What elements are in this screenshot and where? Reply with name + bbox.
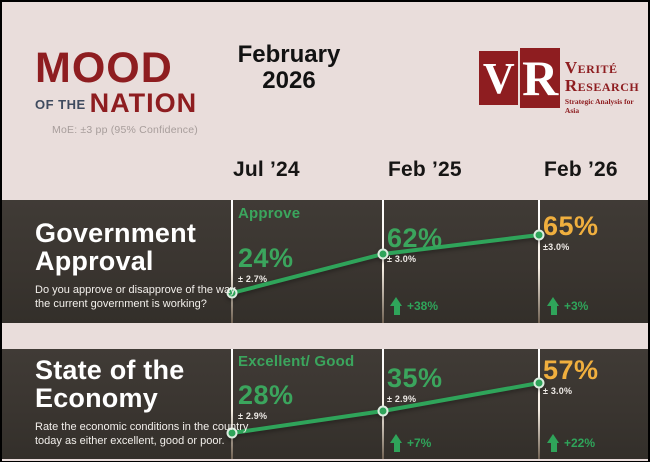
arrow-up-icon [547, 297, 560, 315]
column-divider [538, 349, 540, 459]
percentage-value: 57% [543, 355, 599, 385]
survey-year: 2026 [262, 67, 316, 95]
series-label-excellent-good: Excellent/ Good [238, 353, 355, 370]
percentage-value: 65% [543, 211, 599, 241]
change-indicator-feb-26: +22% [547, 434, 595, 452]
data-value-feb-26: 65% ±3.0% [543, 211, 599, 253]
margin-of-error: ± 2.9% [387, 394, 417, 404]
arrow-up-icon [390, 434, 403, 452]
change-indicator-feb-26: +3% [547, 297, 588, 315]
column-divider [382, 349, 384, 459]
percentage-value: 62% [387, 223, 443, 253]
logo-line2: OF THE NATION [35, 87, 215, 118]
verite-research-logo: V R Verité Research Strategic Analysis f… [479, 48, 648, 115]
state-of-economy-section: State of the Economy Rate the economic c… [2, 349, 648, 459]
logo-initial-r: R [520, 48, 560, 108]
logo-word-of-the: OF THE [35, 97, 86, 113]
brand-name-line2: Research [564, 75, 640, 95]
brand-tagline: Strategic Analysis for Asia [564, 96, 634, 115]
data-value-feb-25: 35% ± 2.9% [387, 363, 443, 405]
logo-initial-v: V [479, 51, 519, 105]
government-approval-text: Government Approval Do you approve or di… [35, 219, 250, 311]
column-header-feb-26: Feb ’26 [544, 158, 618, 181]
change-indicator-feb-25: +7% [390, 434, 431, 452]
data-value-feb-26: 57% ± 3.0% [543, 355, 599, 397]
section-question: Rate the economic conditions in the coun… [35, 420, 249, 447]
brand-text: Verité Research Strategic Analysis for A… [565, 51, 648, 115]
percentage-value: 35% [387, 363, 443, 393]
change-value: +22% [564, 436, 596, 450]
column-divider [538, 200, 540, 323]
column-header-feb-25: Feb ’25 [388, 158, 462, 181]
section-title: Government Approval [35, 218, 197, 277]
margin-of-error: ± 3.0% [387, 254, 417, 264]
arrow-up-icon [547, 434, 560, 452]
margin-of-error: ± 3.0% [543, 386, 573, 396]
logo-word-nation: NATION [89, 87, 198, 118]
section-title: State of the Economy [35, 355, 185, 414]
survey-date: February 2026 [228, 41, 350, 95]
column-header-jul-24: Jul ’24 [233, 158, 300, 181]
margin-of-error-note: MoE: ±3 pp (95% Confidence) [52, 124, 198, 137]
change-indicator-feb-25: +38% [390, 297, 438, 315]
margin-of-error: ± 2.7% [238, 274, 268, 284]
margin-of-error: ±3.0% [543, 242, 570, 252]
change-value: +3% [564, 299, 589, 313]
mood-logo: MOOD OF THE NATION MoE: ±3 pp (95% Confi… [35, 44, 215, 137]
timeline-header-row: Jul ’24 Feb ’25 Feb ’26 [2, 158, 648, 188]
state-of-economy-text: State of the Economy Rate the economic c… [35, 356, 250, 448]
government-approval-section: Government Approval Do you approve or di… [2, 200, 648, 323]
margin-of-error: ± 2.9% [238, 411, 268, 421]
arrow-up-icon [390, 297, 403, 315]
change-value: +7% [407, 436, 432, 450]
logo-word-mood: MOOD [35, 44, 173, 92]
change-value: +38% [407, 299, 439, 313]
data-value-feb-25: 62% ± 3.0% [387, 223, 443, 265]
percentage-value: 28% [238, 380, 294, 410]
series-label-approve: Approve [238, 205, 301, 222]
percentage-value: 24% [238, 243, 294, 273]
data-value-jul-24: 28% ± 2.9% [238, 380, 294, 422]
section-question: Do you approve or disapprove of the way … [35, 283, 236, 310]
data-value-jul-24: 24% ± 2.7% [238, 243, 294, 285]
survey-month: February [237, 41, 341, 68]
brand-name-line1: Verité [564, 58, 618, 77]
column-divider [382, 200, 384, 323]
